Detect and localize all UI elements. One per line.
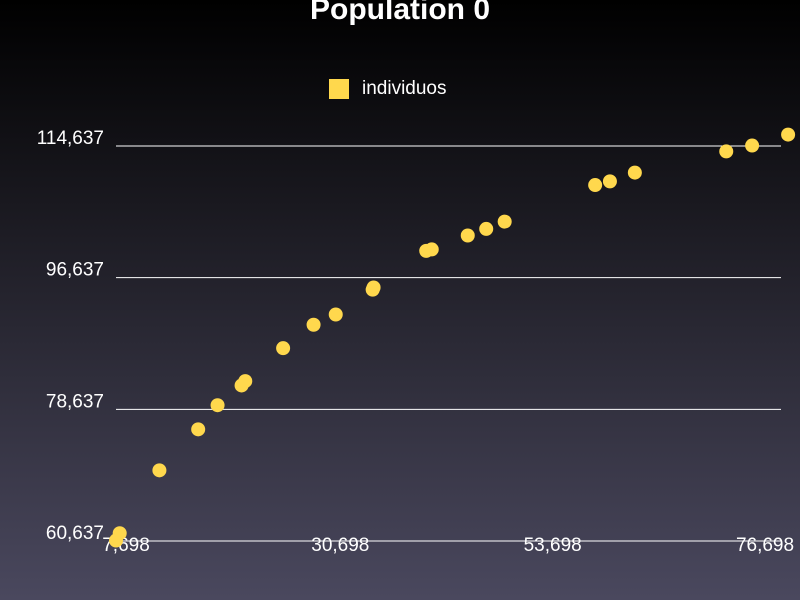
data-point	[627, 165, 642, 180]
grid-lines	[116, 145, 781, 542]
data-point	[306, 317, 321, 332]
data-point	[781, 127, 796, 142]
data-point	[328, 307, 343, 322]
x-tick-label: 30,698	[311, 535, 369, 556]
x-tick-label: 7,698	[102, 535, 150, 556]
data-point	[276, 341, 291, 356]
data-point	[238, 374, 253, 389]
y-tick-label: 60,637	[46, 523, 104, 544]
x-tick-label: 76,698	[736, 535, 794, 556]
data-point	[460, 228, 475, 243]
y-axis-tick-labels: 60,637 78,637 96,637 114,637	[37, 128, 104, 544]
data-point	[152, 463, 167, 478]
data-point	[112, 526, 127, 541]
data-point	[210, 398, 225, 413]
data-point	[366, 280, 381, 295]
legend-swatch	[329, 79, 349, 99]
y-tick-label: 114,637	[37, 128, 104, 149]
x-tick-label: 53,698	[524, 535, 582, 556]
data-point	[745, 138, 760, 153]
data-point	[191, 422, 206, 437]
x-axis-tick-labels: 7,698 30,698 53,698 76,698	[102, 535, 794, 556]
chart-title: Population 0	[310, 0, 490, 26]
y-tick-label: 78,637	[46, 391, 104, 412]
legend: individuos	[329, 78, 447, 99]
data-point	[719, 144, 734, 159]
legend-label: individuos	[362, 78, 447, 99]
data-point	[602, 174, 617, 189]
data-points	[109, 127, 796, 548]
data-point	[588, 178, 603, 193]
data-point	[497, 214, 512, 229]
data-point	[479, 221, 494, 236]
data-point	[424, 242, 439, 257]
y-tick-label: 96,637	[46, 260, 104, 281]
